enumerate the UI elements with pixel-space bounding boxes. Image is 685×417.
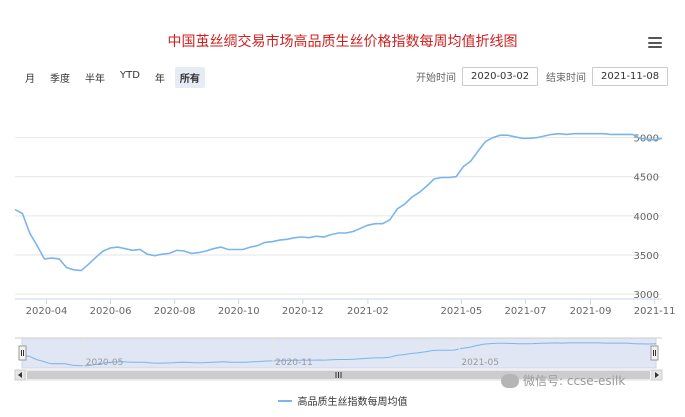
range-button-month[interactable]: 月 — [25, 74, 35, 85]
watermark-text: 微信号: ccse-esilk — [523, 374, 626, 388]
legend-line-swatch — [277, 399, 292, 402]
navigator-label: 2021-05 — [461, 358, 499, 368]
end-date-group: 结束时间 2021-11-08 — [546, 67, 669, 86]
x-tick-label: 2020-04 — [26, 306, 68, 317]
scrollbar-right-arrow-icon[interactable] — [651, 369, 663, 381]
navigator-label: 2020-11 — [275, 358, 313, 368]
scrollbar-grip-icon — [335, 372, 342, 378]
x-tick-label: 2021-05 — [440, 306, 482, 317]
range-button-year[interactable]: 年 — [154, 74, 165, 85]
range-button-quarter[interactable]: 季度 — [50, 74, 70, 85]
end-date-label: 结束时间 — [546, 73, 586, 84]
range-button-half-year[interactable]: 半年 — [85, 74, 105, 85]
x-tick-label: 2020-08 — [154, 306, 196, 317]
navigator-series-line — [21, 342, 657, 367]
series-line-main[interactable] — [14, 132, 663, 272]
x-tick-label: 2021-07 — [505, 306, 547, 317]
chart-title: 中国茧丝绸交易市场高品质生丝价格指数每周均值折线图 — [167, 34, 518, 50]
x-tick-label: 2021-09 — [570, 306, 612, 317]
start-date-label: 开始时间 — [416, 73, 456, 84]
scrollbar-left-arrow-icon[interactable] — [14, 369, 26, 381]
x-axis-labels: 2020-04 2020-06 2020-08 2020-10 2020-12 2021-… — [26, 299, 676, 317]
wechat-icon — [501, 373, 519, 388]
watermark: 微信号: ccse-esilk — [501, 372, 625, 389]
x-tick-label: 2021-02 — [347, 306, 389, 317]
x-tick-label: 2021-11 — [634, 306, 676, 317]
x-tick-label: 2020-12 — [282, 306, 324, 317]
navigator-handle-right[interactable] — [650, 345, 659, 361]
legend-label[interactable]: 高品质生丝指数每周均值 — [297, 397, 408, 408]
navigator-label: 2020-05 — [86, 358, 124, 368]
y-tick-label: 4000 — [634, 212, 659, 223]
range-button-ytd[interactable]: YTD — [120, 70, 140, 81]
range-selector: 月 季度 半年 YTD 年 所有 — [20, 67, 205, 88]
navigator-handle-left[interactable] — [18, 345, 27, 361]
hamburger-menu-icon[interactable] — [648, 37, 662, 48]
legend[interactable]: 高品质生丝指数每周均值 — [0, 393, 685, 408]
grid-lines — [15, 137, 662, 300]
x-tick-label: 2020-10 — [218, 306, 260, 317]
y-tick-label: 3000 — [634, 290, 659, 301]
navigator-labels: 2020-05 2020-11 2021-05 — [83, 338, 499, 368]
start-date-group: 开始时间 2020-03-02 — [416, 67, 539, 86]
x-tick-label: 2020-06 — [90, 306, 132, 317]
y-tick-label: 3500 — [634, 251, 659, 262]
start-date-input[interactable]: 2020-03-02 — [462, 67, 539, 86]
range-button-all[interactable]: 所有 — [174, 67, 205, 88]
y-tick-label: 4500 — [634, 173, 659, 184]
end-date-input[interactable]: 2021-11-08 — [592, 67, 669, 86]
